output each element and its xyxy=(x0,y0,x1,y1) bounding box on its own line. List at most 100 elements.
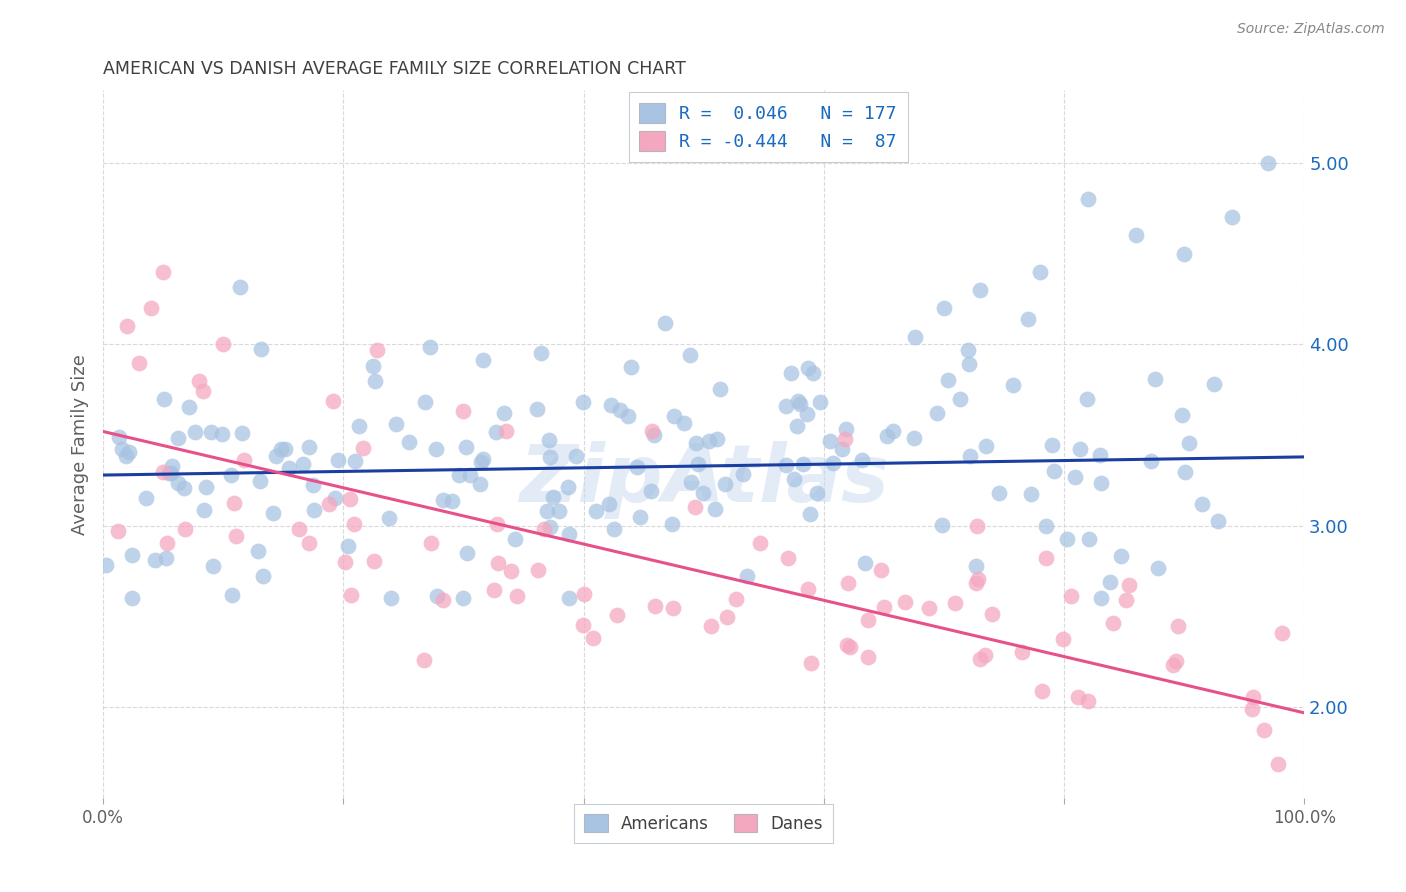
Point xyxy=(585,504,607,518)
Point xyxy=(932,301,955,315)
Point xyxy=(572,617,595,632)
Point xyxy=(458,467,481,482)
Point xyxy=(212,337,235,351)
Point xyxy=(853,556,876,570)
Point xyxy=(232,452,254,467)
Point xyxy=(792,457,814,471)
Point xyxy=(706,432,728,446)
Point xyxy=(692,486,714,500)
Point xyxy=(432,492,454,507)
Point xyxy=(643,427,665,442)
Point xyxy=(541,490,564,504)
Point xyxy=(835,638,858,652)
Point xyxy=(600,399,623,413)
Point xyxy=(716,609,738,624)
Point xyxy=(166,475,188,490)
Point xyxy=(343,454,366,468)
Point xyxy=(959,449,981,463)
Point xyxy=(821,457,844,471)
Point xyxy=(1011,645,1033,659)
Point xyxy=(292,457,315,471)
Point xyxy=(1140,454,1163,468)
Point xyxy=(662,600,685,615)
Point xyxy=(974,648,997,662)
Point xyxy=(938,374,960,388)
Point xyxy=(153,392,176,406)
Point xyxy=(413,653,436,667)
Point xyxy=(966,519,988,533)
Point xyxy=(188,374,211,388)
Point xyxy=(957,357,980,371)
Point xyxy=(336,540,359,554)
Point xyxy=(191,384,214,399)
Point xyxy=(426,589,449,603)
Point xyxy=(835,421,858,435)
Point xyxy=(548,504,571,518)
Point xyxy=(834,433,856,447)
Point xyxy=(796,407,818,421)
Point xyxy=(451,591,474,606)
Point xyxy=(380,591,402,606)
Point xyxy=(949,392,972,406)
Point xyxy=(538,520,561,534)
Point xyxy=(221,588,243,602)
Point xyxy=(640,483,662,498)
Point xyxy=(1202,377,1225,392)
Legend: Americans, Danes: Americans, Danes xyxy=(574,805,832,843)
Point xyxy=(626,460,648,475)
Point xyxy=(193,502,215,516)
Point xyxy=(492,406,515,420)
Point xyxy=(737,569,759,583)
Point xyxy=(486,556,509,570)
Point xyxy=(326,452,349,467)
Point xyxy=(141,301,163,315)
Point xyxy=(250,343,273,357)
Point xyxy=(162,459,184,474)
Point xyxy=(1109,549,1132,564)
Point xyxy=(603,522,626,536)
Point xyxy=(398,435,420,450)
Point xyxy=(353,441,375,455)
Point xyxy=(969,283,991,297)
Point xyxy=(1208,514,1230,528)
Point xyxy=(731,467,754,481)
Point xyxy=(967,573,990,587)
Point xyxy=(377,510,399,524)
Point xyxy=(419,535,441,549)
Point xyxy=(1161,657,1184,672)
Point xyxy=(301,477,323,491)
Point xyxy=(495,425,517,439)
Point xyxy=(156,535,179,549)
Point xyxy=(870,563,893,577)
Point xyxy=(787,393,810,408)
Point xyxy=(903,329,925,343)
Point xyxy=(155,551,177,566)
Point xyxy=(1060,590,1083,604)
Point xyxy=(786,418,808,433)
Point xyxy=(470,455,492,469)
Point xyxy=(1077,192,1099,206)
Point xyxy=(304,503,326,517)
Point xyxy=(456,546,478,560)
Point xyxy=(456,440,478,454)
Point xyxy=(557,480,579,494)
Point xyxy=(526,401,548,416)
Point xyxy=(1064,470,1087,484)
Point xyxy=(803,366,825,380)
Point xyxy=(225,529,247,543)
Point xyxy=(925,406,948,420)
Point xyxy=(894,595,917,609)
Point xyxy=(628,510,651,524)
Point xyxy=(152,465,174,479)
Point xyxy=(1173,246,1195,260)
Point xyxy=(1090,591,1112,606)
Point xyxy=(806,486,828,500)
Point xyxy=(1167,619,1189,633)
Point xyxy=(679,475,702,490)
Point xyxy=(724,591,747,606)
Point xyxy=(349,419,371,434)
Point xyxy=(173,481,195,495)
Point xyxy=(323,491,346,505)
Point xyxy=(505,532,527,546)
Point xyxy=(277,461,299,475)
